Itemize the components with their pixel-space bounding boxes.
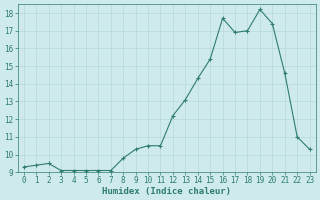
X-axis label: Humidex (Indice chaleur): Humidex (Indice chaleur): [102, 187, 231, 196]
